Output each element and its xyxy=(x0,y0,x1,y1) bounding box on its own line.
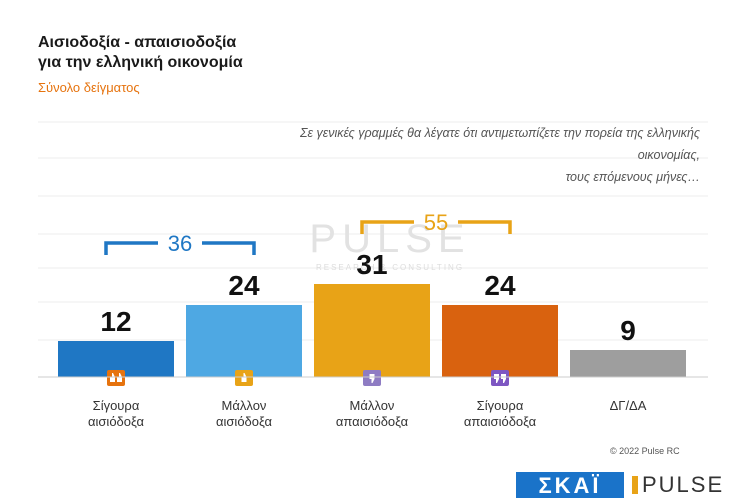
chart-title-line2: για την ελληνική οικονομία xyxy=(38,54,243,71)
value-label-1: 24 xyxy=(228,270,260,301)
group-bracket-left-0 xyxy=(104,241,158,255)
pulse-logo-mark-icon xyxy=(632,476,638,494)
value-label-0: 12 xyxy=(100,306,131,337)
bar-3 xyxy=(442,305,558,377)
chart-title: Αισιοδοξία - απαισιοδοξία για την ελληνι… xyxy=(38,33,243,73)
double-thumbs-down-icon-bg xyxy=(491,370,509,386)
group-total-label-1: 55 xyxy=(424,210,448,235)
double-thumbs-down-icon-glyph xyxy=(501,374,506,383)
value-label-3: 24 xyxy=(484,270,516,301)
category-label-2-0: Μάλλον xyxy=(350,398,395,413)
thumbs-up-icon xyxy=(235,370,253,386)
category-label-3-0: Σίγουρα xyxy=(477,398,524,413)
chart-subtitle: Σύνολο δείγματος xyxy=(38,80,140,95)
pulse-logo: PULSE xyxy=(632,472,724,498)
chart-title-line1: Αισιοδοξία - απαισιοδοξία xyxy=(38,34,237,51)
thumbs-down-icon-glyph xyxy=(369,374,375,383)
value-label-4: 9 xyxy=(620,315,636,346)
thumbs-down-icon xyxy=(363,370,381,386)
category-label-2-1: απαισιόδοξα xyxy=(336,414,409,429)
double-thumbs-up-icon-bg xyxy=(107,370,125,386)
bar-2 xyxy=(314,284,430,377)
group-bracket-left-1 xyxy=(360,220,414,234)
category-label-0-0: Σίγουρα xyxy=(93,398,140,413)
group-total-label-0: 36 xyxy=(168,231,192,256)
category-label-1-1: αισιόδοξα xyxy=(216,414,272,429)
bar-4 xyxy=(570,350,686,377)
skai-logo: ΣΚΑΪ xyxy=(516,472,624,498)
double-thumbs-down-icon xyxy=(491,370,509,386)
double-thumbs-down-icon-glyph xyxy=(494,374,499,383)
survey-question: Σε γενικές γραμμές θα λέγατε ότι αντιμετ… xyxy=(300,122,700,188)
category-label-0-1: αισιόδοξα xyxy=(88,414,144,429)
group-bracket-right-0 xyxy=(202,241,256,255)
group-bracket-right-1 xyxy=(458,220,512,234)
watermark-main: PULSE xyxy=(309,217,470,261)
value-label-2: 31 xyxy=(356,249,387,280)
double-thumbs-up-icon xyxy=(107,370,125,386)
watermark-sub: RESEARCH & CONSULTING xyxy=(316,263,464,272)
survey-question-line1: Σε γενικές γραμμές θα λέγατε ότι αντιμετ… xyxy=(300,126,700,162)
category-label-1-0: Μάλλον xyxy=(222,398,267,413)
category-label-3-1: απαισιόδοξα xyxy=(464,414,537,429)
survey-question-line2: τους επόμενους μήνες… xyxy=(565,170,700,184)
bar-1 xyxy=(186,305,302,377)
copyright-note: © 2022 Pulse RC xyxy=(610,446,680,456)
pulse-logo-text: PULSE xyxy=(642,472,725,497)
category-label-4-0: ΔΓ/ΔΑ xyxy=(610,398,647,413)
